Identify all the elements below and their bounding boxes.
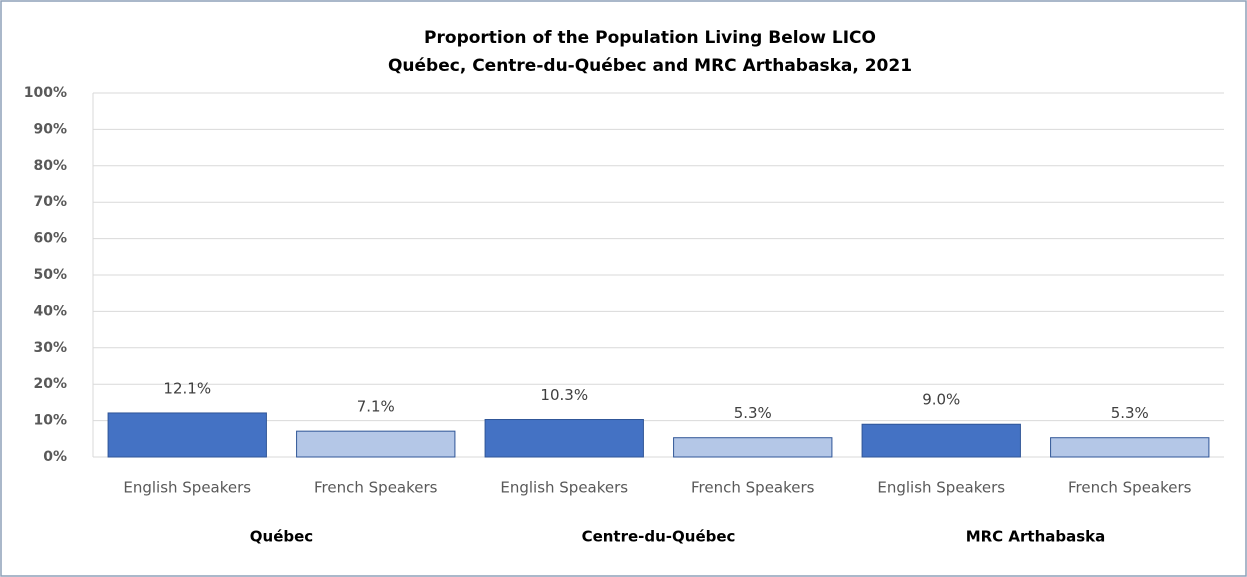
- bar: [484, 419, 644, 458]
- value-label: 5.3%: [734, 404, 772, 422]
- value-label: 10.3%: [540, 386, 588, 404]
- x-tick-label: French Speakers: [1068, 479, 1192, 497]
- bar: [861, 423, 1021, 458]
- bar: [1050, 437, 1210, 458]
- x-tick-label: French Speakers: [314, 479, 438, 497]
- y-tick-label: 40%: [33, 303, 67, 319]
- y-tick-label: 60%: [33, 231, 67, 247]
- value-label: 12.1%: [163, 379, 211, 397]
- y-tick-label: 80%: [33, 158, 67, 174]
- bar: [107, 412, 267, 458]
- x-tick-label: English Speakers: [123, 479, 251, 497]
- value-label: 9.0%: [922, 391, 960, 409]
- group-label: MRC Arthabaska: [966, 528, 1106, 546]
- y-tick-label: 0%: [43, 449, 67, 465]
- y-tick-label: 90%: [33, 121, 67, 137]
- y-tick-label: 70%: [33, 194, 67, 210]
- group-label: Québec: [250, 528, 313, 546]
- x-tick-label: French Speakers: [691, 479, 815, 497]
- y-tick-label: 50%: [33, 267, 67, 283]
- y-tick-label: 10%: [33, 413, 67, 429]
- bar: [673, 437, 833, 458]
- chart-title: Proportion of the Population Living Belo…: [424, 28, 876, 48]
- value-label: 7.1%: [357, 398, 395, 416]
- y-tick-label: 20%: [33, 376, 67, 392]
- chart-subtitle: Québec, Centre-du-Québec and MRC Arthaba…: [388, 56, 912, 76]
- y-tick-label: 100%: [24, 85, 67, 101]
- x-tick-label: English Speakers: [500, 479, 628, 497]
- x-tick-label: English Speakers: [877, 479, 1005, 497]
- bar: [296, 430, 456, 458]
- value-label: 5.3%: [1111, 404, 1149, 422]
- group-label: Centre-du-Québec: [582, 528, 736, 546]
- y-tick-label: 30%: [33, 340, 67, 356]
